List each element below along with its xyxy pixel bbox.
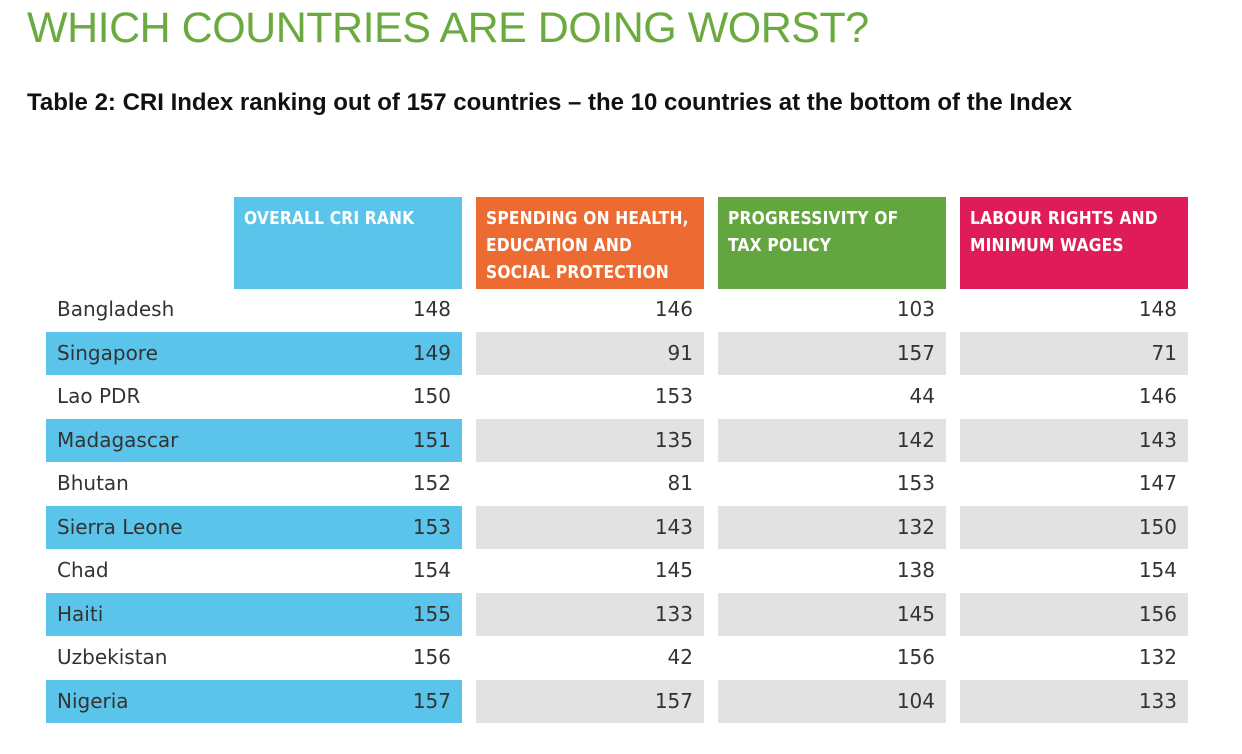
country-cell: Uzbekistan [57, 645, 168, 669]
spending-cell: 146 [654, 297, 693, 321]
cri-rank-cell: 149 [234, 332, 462, 375]
tax-cell: 138 [896, 558, 935, 582]
header-line: MINIMUM WAGES [970, 235, 1124, 256]
tax-cell: 145 [718, 593, 946, 636]
spending-cell: 143 [476, 506, 704, 549]
header-labour-rights-minimum-wages: LABOUR RIGHTS AND MINIMUM WAGES [960, 197, 1188, 289]
labour-cell: 147 [1138, 471, 1177, 495]
tax-cell: 157 [718, 332, 946, 375]
tax-cell: 104 [718, 680, 946, 723]
table-row: Bangladesh 148 146 103 148 [0, 288, 1242, 331]
spending-cell: 42 [667, 645, 693, 669]
tax-cell: 103 [896, 297, 935, 321]
tax-cell: 153 [896, 471, 935, 495]
labour-cell: 146 [1138, 384, 1177, 408]
labour-cell: 150 [960, 506, 1188, 549]
header-line: TAX POLICY [728, 235, 832, 256]
cri-rank-cell: 156 [412, 645, 451, 669]
cri-rank-cell: 153 [234, 506, 462, 549]
table-row: Sierra Leone 153 143 132 150 [0, 506, 1242, 549]
spending-cell: 145 [654, 558, 693, 582]
cri-rank-cell: 151 [234, 419, 462, 462]
tax-cell: 142 [718, 419, 946, 462]
country-cell: Bhutan [57, 471, 129, 495]
country-cell: Bangladesh [57, 297, 175, 321]
country-cell: Singapore [46, 332, 234, 375]
header-progressivity-tax-policy: PROGRESSIVITY OF TAX POLICY [718, 197, 946, 289]
header-overall-cri-rank: OVERALL CRI RANK [234, 197, 462, 289]
labour-cell: 154 [1138, 558, 1177, 582]
table-caption: Table 2: CRI Index ranking out of 157 co… [27, 89, 1073, 116]
header-line: SOCIAL PROTECTION [486, 262, 669, 283]
table-row: Chad 154 145 138 154 [0, 549, 1242, 592]
cri-rank-cell: 152 [412, 471, 451, 495]
table-row: Nigeria 157 157 104 133 [0, 680, 1242, 723]
header-line: LABOUR RIGHTS AND [970, 208, 1158, 229]
cri-rank-cell: 148 [412, 297, 451, 321]
country-cell: Nigeria [46, 680, 234, 723]
tax-cell: 156 [896, 645, 935, 669]
tax-cell: 132 [718, 506, 946, 549]
table-row: Bhutan 152 81 153 147 [0, 462, 1242, 505]
country-cell: Lao PDR [57, 384, 141, 408]
country-cell: Chad [57, 558, 109, 582]
cri-rank-cell: 157 [234, 680, 462, 723]
labour-cell: 132 [1138, 645, 1177, 669]
country-cell: Madagascar [46, 419, 234, 462]
spending-cell: 153 [654, 384, 693, 408]
cri-rank-cell: 154 [412, 558, 451, 582]
header-line: SPENDING ON HEALTH, [486, 208, 689, 229]
table-row: Uzbekistan 156 42 156 132 [0, 636, 1242, 679]
spending-cell: 81 [667, 471, 693, 495]
spending-cell: 157 [476, 680, 704, 723]
page-title: WHICH COUNTRIES ARE DOING WORST? [27, 4, 869, 52]
table-row: Haiti 155 133 145 156 [0, 593, 1242, 636]
spending-cell: 135 [476, 419, 704, 462]
table-row: Singapore 149 91 157 71 [0, 332, 1242, 375]
labour-cell: 133 [960, 680, 1188, 723]
labour-cell: 71 [960, 332, 1188, 375]
table-row: Madagascar 151 135 142 143 [0, 419, 1242, 462]
header-line: OVERALL CRI RANK [244, 208, 415, 229]
tax-cell: 44 [909, 384, 935, 408]
header-line: PROGRESSIVITY OF [728, 208, 899, 229]
spending-cell: 133 [476, 593, 704, 636]
labour-cell: 156 [960, 593, 1188, 636]
header-line: EDUCATION AND [486, 235, 632, 256]
labour-cell: 148 [1138, 297, 1177, 321]
country-cell: Haiti [46, 593, 234, 636]
spending-cell: 91 [476, 332, 704, 375]
table-row: Lao PDR 150 153 44 146 [0, 375, 1242, 418]
cri-rank-cell: 150 [412, 384, 451, 408]
country-cell: Sierra Leone [46, 506, 234, 549]
cri-rank-cell: 155 [234, 593, 462, 636]
header-spending-health-education-social: SPENDING ON HEALTH, EDUCATION AND SOCIAL… [476, 197, 704, 289]
labour-cell: 143 [960, 419, 1188, 462]
